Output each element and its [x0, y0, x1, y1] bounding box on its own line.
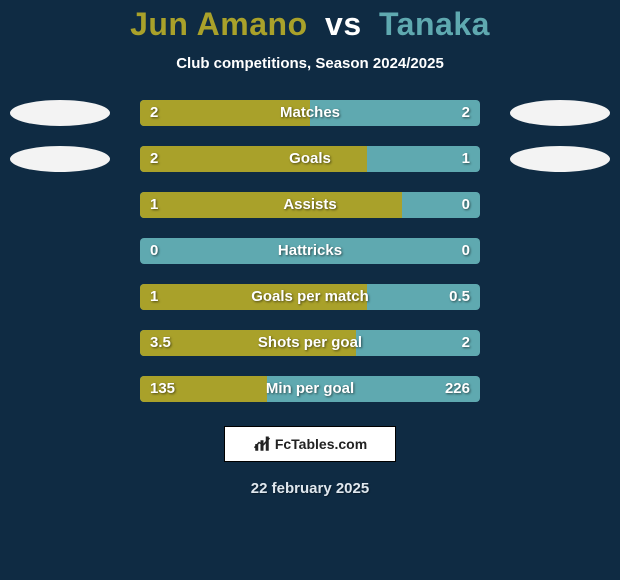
stat-row: Matches22	[0, 90, 620, 136]
stat-row: Goals21	[0, 136, 620, 182]
bar-track	[140, 192, 480, 218]
bar-track	[140, 238, 480, 264]
title-vs: vs	[325, 6, 362, 42]
title-player1: Jun Amano	[130, 6, 308, 42]
stat-row: Assists10	[0, 182, 620, 228]
bar-fill	[140, 192, 402, 218]
team-badge-right	[510, 100, 610, 126]
team-badge-right	[510, 146, 610, 172]
comparison-infographic: Jun Amano vs Tanaka Club competitions, S…	[0, 0, 620, 580]
stat-row: Min per goal135226	[0, 366, 620, 412]
bar-chart-icon	[253, 435, 271, 453]
bar-track	[140, 100, 480, 126]
bar-track	[140, 376, 480, 402]
brand-text: FcTables.com	[275, 436, 367, 452]
bar-fill	[140, 376, 267, 402]
stat-row: Goals per match10.5	[0, 274, 620, 320]
bar-track	[140, 146, 480, 172]
team-badge-left	[10, 146, 110, 172]
bar-fill	[140, 146, 367, 172]
stat-rows: Matches22Goals21Assists10Hattricks00Goal…	[0, 90, 620, 412]
bar-track	[140, 284, 480, 310]
page-title: Jun Amano vs Tanaka	[0, 0, 620, 47]
bar-fill	[140, 284, 367, 310]
title-player2: Tanaka	[379, 6, 490, 42]
team-badge-left	[10, 100, 110, 126]
stat-row: Hattricks00	[0, 228, 620, 274]
bar-fill	[140, 100, 310, 126]
bar-track	[140, 330, 480, 356]
stat-row: Shots per goal3.52	[0, 320, 620, 366]
date-text: 22 february 2025	[0, 480, 620, 497]
subtitle: Club competitions, Season 2024/2025	[0, 55, 620, 72]
bar-fill	[140, 330, 356, 356]
brand-box: FcTables.com	[224, 426, 396, 462]
